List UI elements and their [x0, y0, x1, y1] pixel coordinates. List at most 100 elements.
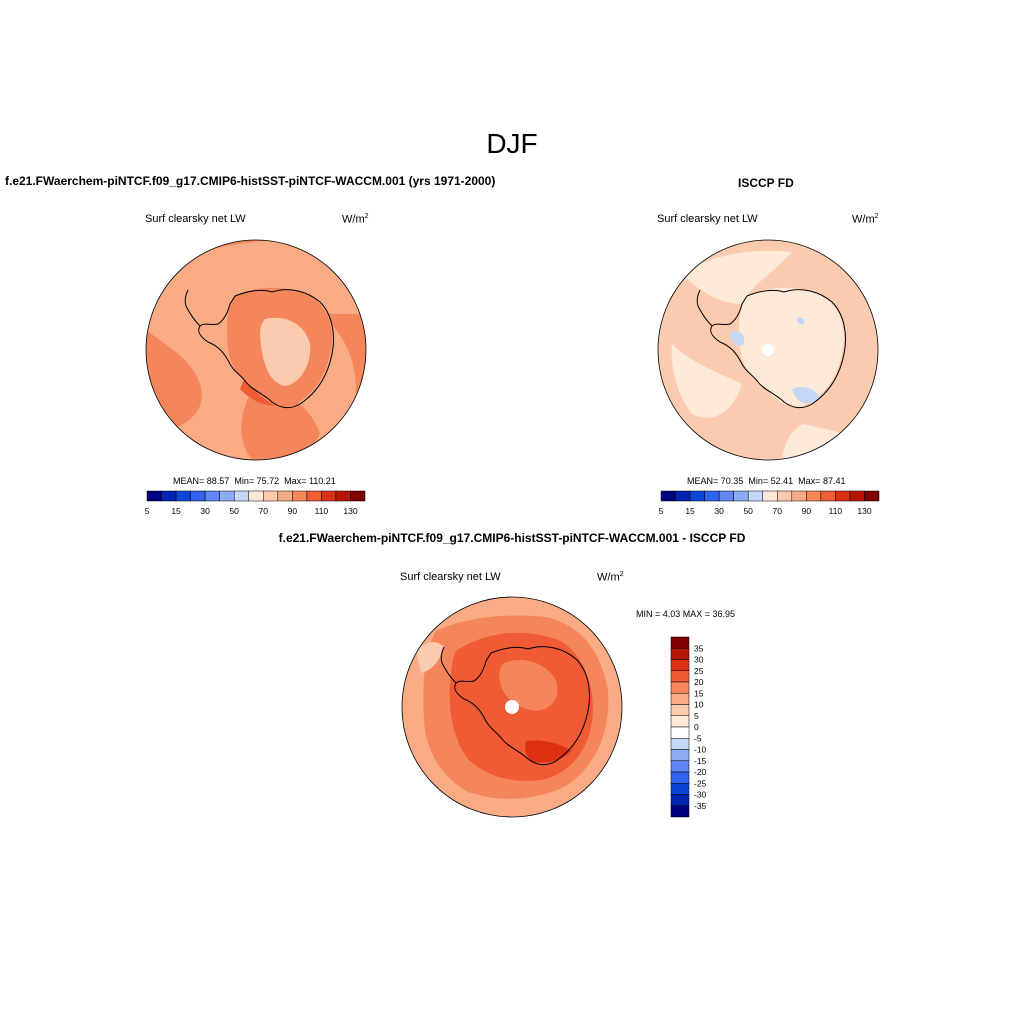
colorbar-tick-label: 15 — [694, 688, 704, 698]
colorbar-swatch — [248, 490, 264, 502]
colorbar-swatch — [670, 794, 690, 806]
panel2-stats: MEAN= 70.35 Min= 52.41 Max= 87.41 — [687, 476, 846, 486]
colorbar-tick-label: 50 — [229, 506, 239, 516]
panel2-variable: Surf clearsky net LW — [657, 213, 758, 225]
colorbar-tick-label: 70 — [259, 506, 269, 516]
colorbar-tick-label: -5 — [694, 733, 702, 743]
panel1-plateau — [260, 317, 311, 386]
colorbar-swatch — [670, 771, 690, 784]
colorbar-tick-label: -25 — [694, 778, 707, 788]
panel3-pole-hole — [505, 700, 519, 714]
colorbar-swatch — [350, 490, 366, 502]
colorbar-tick-label: -10 — [694, 745, 707, 755]
colorbar-tick-label: 5 — [145, 506, 150, 516]
panel3-plateau — [499, 660, 558, 711]
colorbar-swatch — [292, 490, 308, 502]
panel1-stats: MEAN= 88.57 Min= 75.72 Max= 110.21 — [173, 476, 336, 486]
panel3-coastline — [454, 646, 590, 766]
panel2-map — [657, 239, 879, 461]
colorbar-swatch — [835, 490, 851, 502]
panel2-title: ISCCP FD — [738, 176, 794, 190]
colorbar-swatch — [660, 490, 676, 502]
colorbar-swatch — [335, 490, 351, 502]
colorbar-tick-label: 10 — [694, 700, 704, 710]
colorbar-swatch — [670, 659, 690, 671]
panel1-title: f.e21.FWaerchem-piNTCF.f09_g17.CMIP6-his… — [5, 174, 496, 188]
colorbar-tick-label: 110 — [829, 506, 843, 516]
colorbar-tick-label: 70 — [773, 506, 783, 516]
panel3-map — [401, 596, 623, 818]
panel3-title: f.e21.FWaerchem-piNTCF.f09_g17.CMIP6-his… — [278, 531, 746, 545]
colorbar-tick-label: -35 — [694, 801, 707, 811]
colorbar-swatch — [670, 648, 690, 660]
colorbar-swatch — [277, 490, 293, 502]
panel2-units: W/m2 — [852, 213, 879, 226]
colorbar-swatch — [321, 490, 337, 502]
panel2-peninsula — [696, 289, 713, 327]
colorbar-tick-label: 5 — [659, 506, 664, 516]
colorbar-swatch — [670, 670, 690, 683]
colorbar-tick-label: -30 — [694, 790, 707, 800]
colorbar-swatch — [704, 490, 720, 502]
panel2-pole-hole — [762, 344, 774, 356]
colorbar-swatch — [747, 490, 763, 502]
colorbar-swatch — [161, 490, 177, 502]
panel2-blue-patch-2 — [792, 387, 820, 404]
panel2-field-west — [671, 344, 742, 418]
panel3-variable: Surf clearsky net LW — [400, 571, 501, 583]
colorbar-swatch — [762, 490, 778, 502]
colorbar-swatch — [233, 490, 249, 502]
colorbar-tick-label: 30 — [694, 655, 704, 665]
panel1-colorbar: 5 15 30 50 70 90 110 130 — [145, 490, 366, 516]
colorbar-swatch — [670, 704, 690, 716]
colorbar-swatch — [670, 805, 690, 818]
colorbar-swatch — [670, 749, 690, 761]
colorbar-tick-label: 35 — [694, 643, 704, 653]
colorbar-tick-label: -20 — [694, 767, 707, 777]
colorbar-swatch — [670, 636, 690, 649]
panel3-field-dark — [525, 740, 571, 763]
colorbar-tick-label: 30 — [714, 506, 724, 516]
colorbar-swatch — [175, 490, 191, 502]
colorbar-swatch — [820, 490, 836, 502]
colorbar-tick-label: 0 — [694, 722, 699, 732]
colorbar-swatch — [219, 490, 235, 502]
colorbar-swatch — [204, 490, 220, 502]
colorbar-swatch — [190, 490, 206, 502]
colorbar-tick-label: 15 — [171, 506, 181, 516]
colorbar-swatch — [306, 490, 322, 502]
colorbar-tick-label: 110 — [315, 506, 329, 516]
panel1-map — [145, 239, 367, 461]
colorbar-tick-label: 30 — [200, 506, 210, 516]
colorbar-swatch — [806, 490, 822, 502]
colorbar-tick-label: 5 — [694, 711, 699, 721]
panel3-peninsula — [440, 646, 457, 684]
colorbar-swatch — [791, 490, 807, 502]
colorbar-swatch — [670, 726, 690, 739]
panel1-variable: Surf clearsky net LW — [145, 213, 246, 225]
panel2-coastline — [710, 289, 846, 409]
colorbar-swatch — [670, 681, 690, 694]
panel2-blue-patch-3 — [796, 317, 805, 325]
panel2-map-border — [657, 239, 879, 461]
colorbar-swatch — [777, 490, 793, 502]
colorbar-swatch — [864, 490, 880, 502]
panel2-colorbar: 5 15 30 50 70 90 110 130 — [659, 490, 880, 516]
colorbar-swatch — [670, 715, 690, 728]
panel2-field-north — [682, 250, 792, 304]
colorbar-tick-label: 20 — [694, 677, 704, 687]
colorbar-tick-label: 25 — [694, 666, 704, 676]
panel1-peninsula — [184, 289, 201, 327]
colorbar-swatch — [670, 738, 690, 750]
colorbar-tick-label: 90 — [802, 506, 812, 516]
colorbar-tick-label: 130 — [343, 506, 357, 516]
figure-title: DJF — [486, 128, 538, 159]
panel3-field-light — [416, 642, 444, 673]
panel1-field-south — [241, 391, 320, 460]
colorbar-swatch — [670, 783, 690, 795]
colorbar-swatch — [718, 490, 734, 502]
colorbar-swatch — [670, 760, 690, 773]
colorbar-swatch — [849, 490, 865, 502]
panel1-coastline — [198, 289, 334, 409]
